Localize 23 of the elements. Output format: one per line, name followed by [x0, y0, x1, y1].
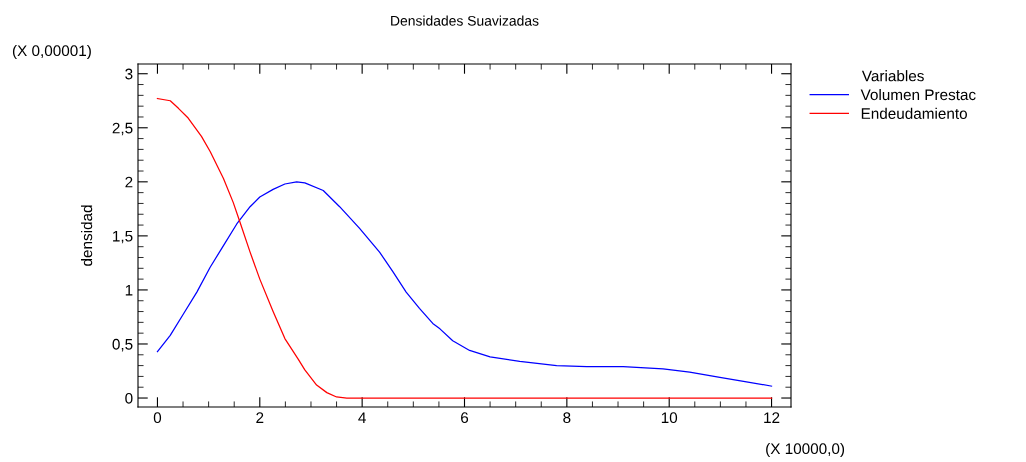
legend-title: Variables [861, 70, 924, 82]
chart-title: Densidades Suavizadas [391, 15, 539, 26]
x-tick-label: 0 [153, 412, 162, 424]
line-series [156, 97, 773, 399]
y-tick-label: 0 [125, 392, 133, 404]
legend-label: Endeudamiento [861, 107, 967, 119]
y-axis-title: densidad [80, 205, 93, 266]
y-tick-label: 2 [125, 176, 133, 188]
x-tick-label: 4 [358, 412, 366, 423]
y-tick-label: 2,5 [112, 122, 133, 136]
x-tick-label: 2 [256, 412, 264, 423]
y-tick-label: 1,5 [113, 230, 133, 244]
y-tick-label: 0,5 [112, 338, 133, 352]
x-tick-label: 8 [563, 412, 571, 424]
legend-label: Volumen Prestac [860, 88, 976, 101]
x-tick-label: 10 [661, 412, 678, 424]
text: (X 10000,0) [766, 442, 845, 458]
y-tick-label: 1 [125, 284, 133, 296]
line-series [156, 181, 773, 387]
y-tick-label: 3 [125, 68, 133, 80]
x-tick-label: 12 [764, 412, 780, 423]
x-tick-label: 6 [461, 412, 469, 424]
text: (X 0,00001) [12, 44, 91, 60]
